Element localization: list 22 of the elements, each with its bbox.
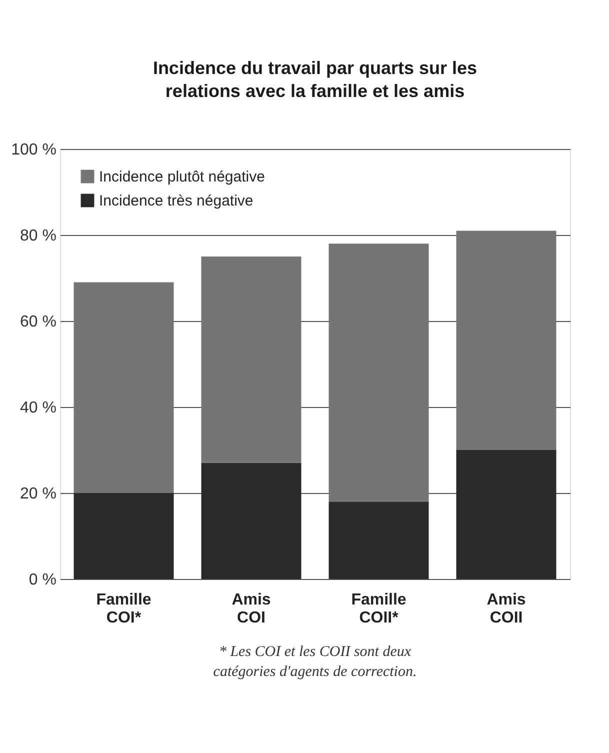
bar <box>328 502 429 579</box>
x-tick-label: Famille COI* <box>96 592 152 626</box>
bar <box>201 256 302 463</box>
y-tick-label: 0 % <box>28 572 56 588</box>
chart-title: Incidence du travail par quarts sur les relations avec la famille et les amis <box>152 58 478 101</box>
legend-label: Incidence très négative <box>99 192 254 210</box>
bar <box>74 493 174 579</box>
bar <box>74 282 174 493</box>
bar <box>456 450 556 579</box>
x-tick-label: Amis COI <box>232 592 271 626</box>
bar <box>456 230 556 450</box>
text: * Les COI et les COII sont deux catégories d'agents de correction. <box>213 644 417 680</box>
y-tick-label: 80 % <box>20 228 56 244</box>
bar <box>201 462 302 579</box>
bar <box>328 244 429 502</box>
x-tick-label: Famille COII* <box>351 592 406 626</box>
y-tick-label: 20 % <box>20 486 56 502</box>
y-tick-label: 100 % <box>11 142 56 158</box>
legend-label: Incidence plutôt négative <box>99 168 265 186</box>
y-tick-label: 60 % <box>20 314 56 330</box>
y-tick-label: 40 % <box>20 400 56 416</box>
x-tick-label: Amis COII <box>486 592 526 626</box>
